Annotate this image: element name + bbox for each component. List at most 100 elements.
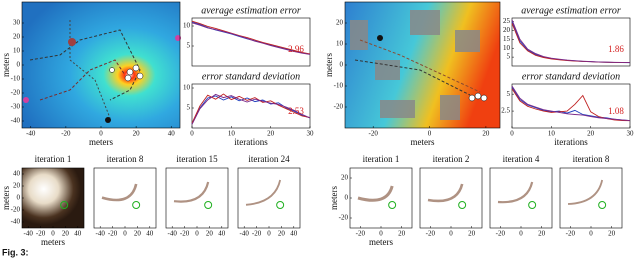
series-line [511, 85, 631, 122]
x-tick-label: 0 [195, 230, 199, 238]
x-tick-label: -20 [61, 130, 71, 138]
x-tick-label: 20 [206, 230, 214, 238]
y-tick-label: 30 [13, 19, 21, 27]
y-axis-label: meters [324, 53, 334, 77]
x-tick-label: -20 [36, 230, 46, 238]
snapshot-title: iteration 24 [248, 154, 290, 164]
x-tick-label: 0 [519, 230, 523, 238]
annotation: 1.08 [608, 106, 624, 116]
x-tick-label: 30 [627, 130, 635, 138]
x-tick-label: -40 [168, 230, 178, 238]
snapshot-title: iteration 8 [107, 154, 144, 164]
series-line [191, 93, 311, 125]
series-line [191, 22, 311, 55]
y-tick-label: 10 [13, 47, 21, 55]
y-tick-label: -10 [11, 75, 21, 83]
snapshot-image [22, 168, 84, 228]
x-tick-label: 0 [123, 230, 127, 238]
y-tick-label: 20 [13, 182, 21, 190]
series-line [511, 21, 631, 64]
y-tick-label: 2.5 [501, 107, 510, 115]
x-tick-label: -20 [252, 230, 262, 238]
plot-frame [191, 83, 311, 129]
y-tick-label: 5 [507, 53, 511, 61]
target-marker [60, 201, 69, 209]
x-axis-label: meters [411, 137, 435, 147]
x-tick-label: 30 [307, 130, 315, 138]
y-tick-label: 20 [336, 19, 344, 27]
x-tick-label: 20 [538, 230, 546, 238]
snapshot-art [567, 179, 604, 205]
y-axis-label: meters [1, 53, 11, 77]
x-tick-label: 0 [379, 230, 383, 238]
x-tick-label: 0 [267, 230, 271, 238]
y-tick-label: -20 [339, 214, 349, 222]
x-tick-label: -20 [496, 230, 506, 238]
target-marker [132, 201, 141, 209]
y-tick-label: -40 [11, 218, 21, 226]
target-marker [528, 201, 537, 209]
y-tick-label: 10 [183, 22, 191, 30]
x-tick-label: 10 [548, 130, 556, 138]
x-tick-label: 20 [587, 130, 595, 138]
y-tick-label: 25 [503, 17, 511, 25]
target-marker [388, 201, 397, 209]
y-tick-label: 10 [503, 44, 511, 52]
y-tick-label: 5 [507, 90, 511, 98]
x-tick-label: 40 [218, 230, 226, 238]
annotation: 2.53 [288, 106, 304, 116]
x-tick-label: 20 [134, 230, 142, 238]
x-tick-label: 10 [228, 130, 236, 138]
x-tick-label: 40 [74, 230, 82, 238]
x-tick-label: 20 [468, 230, 476, 238]
y-tick-label: 20 [341, 174, 349, 182]
snapshot-art [427, 183, 464, 203]
x-tick-label: 0 [510, 130, 514, 138]
x-tick-label: 20 [608, 230, 616, 238]
snapshot-title: iteration 15 [176, 154, 218, 164]
annotation: 1.86 [608, 44, 624, 54]
y-tick-label: 15 [503, 35, 511, 43]
annotation: 2.96 [288, 44, 304, 54]
x-tick-label: -20 [566, 230, 576, 238]
y-tick-label: 20 [13, 33, 21, 41]
x-axis-label: meters [41, 237, 65, 247]
x-tick-label: 20 [133, 130, 141, 138]
caption: Fig. 3: [2, 247, 29, 257]
snapshot-art [101, 183, 138, 202]
y-tick-label: 0 [340, 61, 344, 69]
x-tick-label: 0 [428, 130, 432, 138]
x-tick-label: -20 [180, 230, 190, 238]
y-tick-label: -20 [334, 103, 344, 111]
x-tick-label: 20 [278, 230, 286, 238]
x-tick-label: 40 [146, 230, 154, 238]
y-tick-label: 20 [503, 26, 511, 34]
x-tick-label: -20 [426, 230, 436, 238]
x-tick-label: 20 [62, 230, 70, 238]
target-marker [458, 201, 467, 209]
x-tick-label: -20 [356, 230, 366, 238]
x-tick-label: -40 [96, 230, 106, 238]
chart-title: average estimation error [201, 5, 301, 16]
right-map-art [345, 2, 500, 128]
x-tick-label: -20 [369, 130, 379, 138]
x-tick-label: 20 [267, 130, 275, 138]
chart-title: average estimation error [521, 5, 621, 16]
y-tick-label: 10 [183, 84, 191, 92]
snapshot-title: iteration 8 [573, 154, 610, 164]
snapshot-art [357, 185, 394, 202]
x-tick-label: 0 [51, 230, 55, 238]
y-tick-label: 40 [13, 170, 21, 178]
chart-title: error standard deviation [522, 71, 620, 82]
x-tick-label: 0 [190, 130, 194, 138]
y-tick-label: 10 [336, 40, 344, 48]
x-tick-label: -20 [108, 230, 118, 238]
x-tick-label: 0 [99, 130, 103, 138]
series-line [511, 19, 631, 64]
snapshot-title: iteration 1 [363, 154, 400, 164]
x-tick-label: 20 [398, 230, 406, 238]
x-tick-label: 40 [290, 230, 298, 238]
series-line [191, 20, 311, 55]
y-tick-label: -20 [11, 206, 21, 214]
